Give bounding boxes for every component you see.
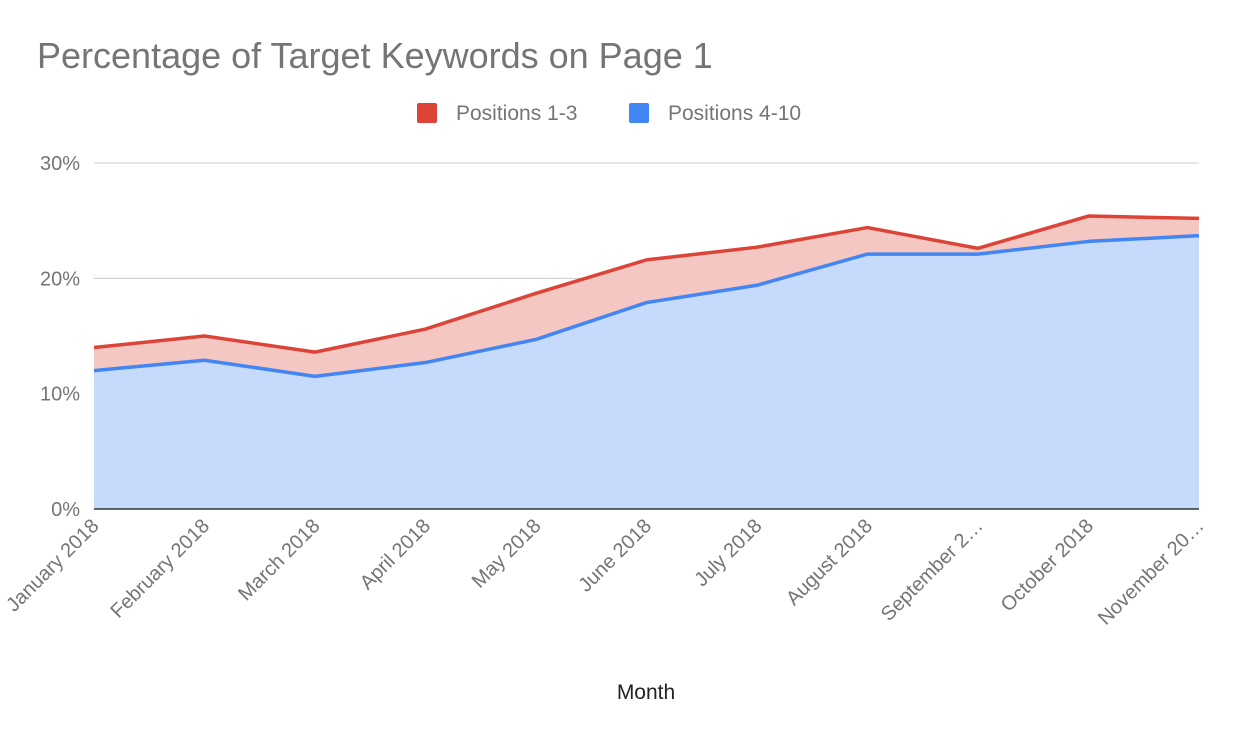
x-axis-title: Month bbox=[617, 681, 675, 704]
x-tick-label: August 2018 bbox=[782, 515, 877, 610]
x-tick-label: May 2018 bbox=[468, 515, 546, 593]
x-tick-label: January 2018 bbox=[2, 515, 103, 616]
y-tick-label: 0% bbox=[51, 499, 80, 521]
x-tick-label: July 2018 bbox=[690, 515, 766, 591]
x-tick-label: February 2018 bbox=[107, 515, 215, 623]
legend: Positions 1-3 Positions 4-10 bbox=[417, 102, 801, 125]
y-tick-label: 10% bbox=[40, 384, 80, 406]
x-tick-label: September 2… bbox=[877, 515, 988, 626]
x-tick-label: April 2018 bbox=[356, 515, 435, 594]
legend-label-positions-4-10: Positions 4-10 bbox=[668, 102, 801, 125]
legend-swatch-positions-4-10 bbox=[629, 103, 649, 123]
x-tick-label: June 2018 bbox=[574, 515, 656, 597]
y-tick-label: 30% bbox=[40, 153, 80, 175]
legend-swatch-positions-1-3 bbox=[417, 103, 437, 123]
x-tick-label: March 2018 bbox=[234, 515, 324, 605]
chart-title: Percentage of Target Keywords on Page 1 bbox=[37, 35, 713, 76]
y-tick-label: 20% bbox=[40, 268, 80, 290]
x-tick-label: November 20… bbox=[1094, 515, 1209, 630]
legend-label-positions-1-3: Positions 1-3 bbox=[456, 102, 577, 125]
x-tick-label: October 2018 bbox=[997, 515, 1098, 616]
